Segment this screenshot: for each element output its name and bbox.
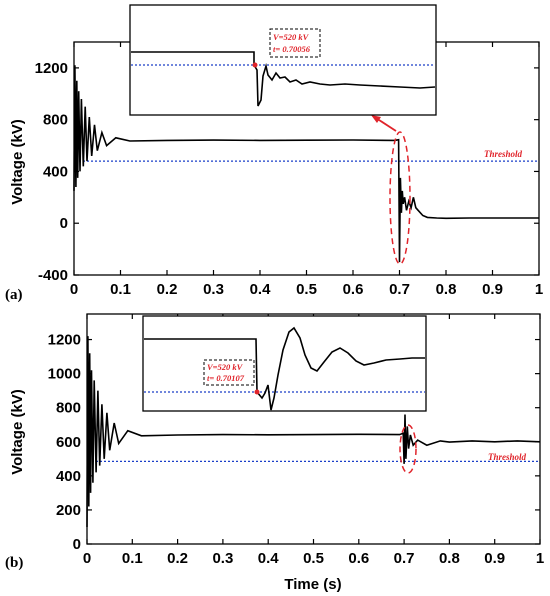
- panel-a-inset-marker: [252, 62, 258, 68]
- ytick-label: 1200: [48, 332, 81, 349]
- panel-a-annotation-box: [269, 28, 321, 58]
- panel-b-inset: V=520 kV t= 0.70107: [142, 315, 427, 412]
- ytick-label: 400: [43, 163, 68, 180]
- xtick-label: 0: [83, 550, 91, 567]
- panel-a-xticks: 0 0.1 0.2 0.3 0.4 0.5 0.6 0.7 0.8 0.9 1: [70, 42, 543, 298]
- panel-b: Voltage (kV) (b) Time (s) 0 200 400 600 800 1…: [5, 313, 544, 593]
- panel-a-inset: V=520 kV t= 0.70056: [129, 4, 437, 116]
- xtick-label: 0.3: [203, 281, 224, 298]
- panel-b-annotation-time: t= 0.70107: [207, 373, 245, 383]
- xtick-label: 0.5: [296, 281, 317, 298]
- xtick-label: 0.4: [250, 281, 272, 298]
- ytick-label: 0: [73, 536, 81, 553]
- panel-b-xlabel: Time (s): [284, 576, 341, 593]
- xtick-label: 0.1: [122, 550, 143, 567]
- xtick-label: 0.9: [482, 281, 503, 298]
- panel-a-annotation-time: t= 0.70056: [273, 44, 311, 54]
- panel-b-fault-ellipse: [399, 424, 417, 474]
- panel-a-voltage-line: [73, 65, 539, 263]
- xtick-label: 0.8: [436, 281, 457, 298]
- xtick-label: 0.8: [439, 550, 460, 567]
- ytick-label: -400: [38, 267, 68, 284]
- ytick-label: 0: [60, 215, 68, 232]
- xtick-label: 1: [536, 550, 544, 567]
- ytick-label: 800: [43, 112, 68, 129]
- ytick-label: 600: [56, 434, 81, 451]
- panel-a-fault-ellipse: [389, 131, 411, 265]
- panel-b-xticks: 0 0.1 0.2 0.3 0.4 0.5 0.6 0.7 0.8 0.9 1: [83, 314, 544, 567]
- xtick-label: 0: [70, 281, 78, 298]
- xtick-label: 0.5: [303, 550, 324, 567]
- panel-a-inset-trace: [131, 51, 436, 107]
- panel-a-threshold-label: Threshold: [484, 149, 523, 159]
- panel-a-yticks: -400 0 400 800 1200: [35, 60, 539, 284]
- xtick-label: 0.2: [167, 550, 188, 567]
- xtick-label: 0.3: [212, 550, 233, 567]
- xtick-label: 0.6: [343, 281, 364, 298]
- xtick-label: 0.4: [258, 550, 280, 567]
- ytick-label: 1000: [48, 366, 81, 383]
- xtick-label: 0.2: [157, 281, 178, 298]
- panel-b-ylabel: Voltage (kV): [9, 389, 26, 475]
- panel-a-tag: (a): [5, 287, 23, 303]
- panel-b-yticks: 0 200 400 600 800 1000 1200: [48, 332, 540, 553]
- ytick-label: 400: [56, 468, 81, 485]
- panel-b-tag: (b): [5, 555, 23, 571]
- xtick-label: 0.1: [110, 281, 131, 298]
- xtick-label: 0.6: [348, 550, 369, 567]
- panel-a-inset-frame: [129, 4, 437, 116]
- xtick-label: 1: [535, 281, 543, 298]
- panel-b-inset-frame: [142, 315, 427, 412]
- panel-b-threshold-label: Threshold: [488, 452, 527, 462]
- ytick-label: 200: [56, 502, 81, 519]
- panel-b-annotation-voltage: V=520 kV: [207, 362, 244, 372]
- panel-b-annotation-box: [203, 359, 255, 386]
- xtick-label: 0.7: [389, 281, 410, 298]
- panel-b-voltage-line: [86, 336, 541, 528]
- ytick-label: 800: [56, 400, 81, 417]
- panel-a-ylabel: Voltage (kV): [9, 119, 26, 205]
- panel-b-inset-trace: [144, 326, 425, 411]
- panel-a-zoom-arrow: [375, 117, 397, 132]
- ytick-label: 1200: [35, 60, 68, 77]
- panel-b-inset-marker: [254, 389, 260, 395]
- panel-a-zoom-arrowhead: [371, 115, 381, 123]
- panel-a-annotation-voltage: V=520 kV: [273, 32, 310, 42]
- xtick-label: 0.7: [394, 550, 415, 567]
- xtick-label: 0.9: [484, 550, 505, 567]
